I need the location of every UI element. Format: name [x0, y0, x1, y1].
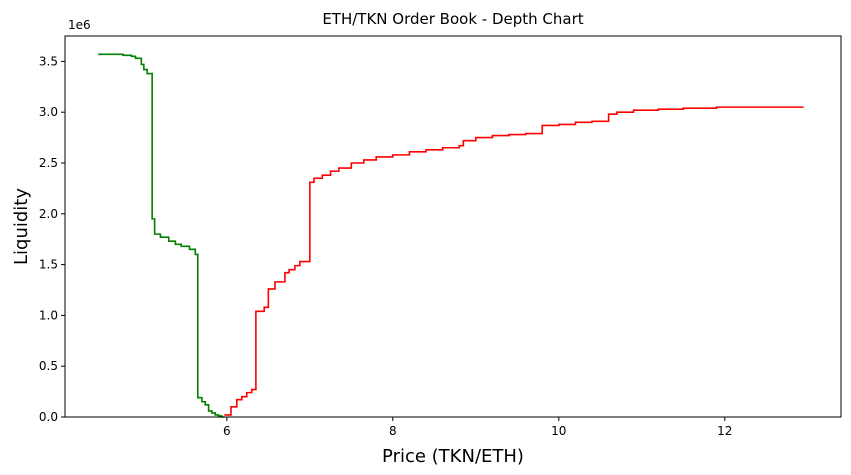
- plot-frame: [64, 35, 842, 418]
- y-axis-offset-label: 1e6: [68, 18, 91, 32]
- y-tick-label: 0.5: [39, 359, 58, 373]
- x-tick-label: 6: [223, 424, 231, 438]
- y-tick-label: 1.0: [39, 308, 58, 322]
- y-tick-label: 3.5: [39, 54, 58, 68]
- x-tick-label: 8: [389, 424, 397, 438]
- y-tick-label: 3.0: [39, 105, 58, 119]
- x-tick-label: 10: [551, 424, 566, 438]
- y-tick-label: 0.0: [39, 410, 58, 424]
- chart-title: ETH/TKN Order Book - Depth Chart: [322, 10, 583, 28]
- series-line-asks: [224, 106, 804, 416]
- y-tick-label: 1.5: [39, 258, 58, 272]
- x-axis-ticks: 6 8 10 12: [223, 417, 732, 438]
- x-axis-label: Price (TKN/ETH): [382, 446, 524, 467]
- y-axis-label: Liquidity: [11, 188, 32, 265]
- series-layer: [98, 53, 804, 418]
- y-tick-label: 2.5: [39, 156, 58, 170]
- series-line-bids: [98, 53, 225, 418]
- y-tick-label: 2.0: [39, 207, 58, 221]
- y-axis-ticks: 0.0 0.5 1.0 1.5 2.0 2.5 3.0 3.5: [39, 54, 65, 424]
- x-tick-label: 12: [717, 424, 732, 438]
